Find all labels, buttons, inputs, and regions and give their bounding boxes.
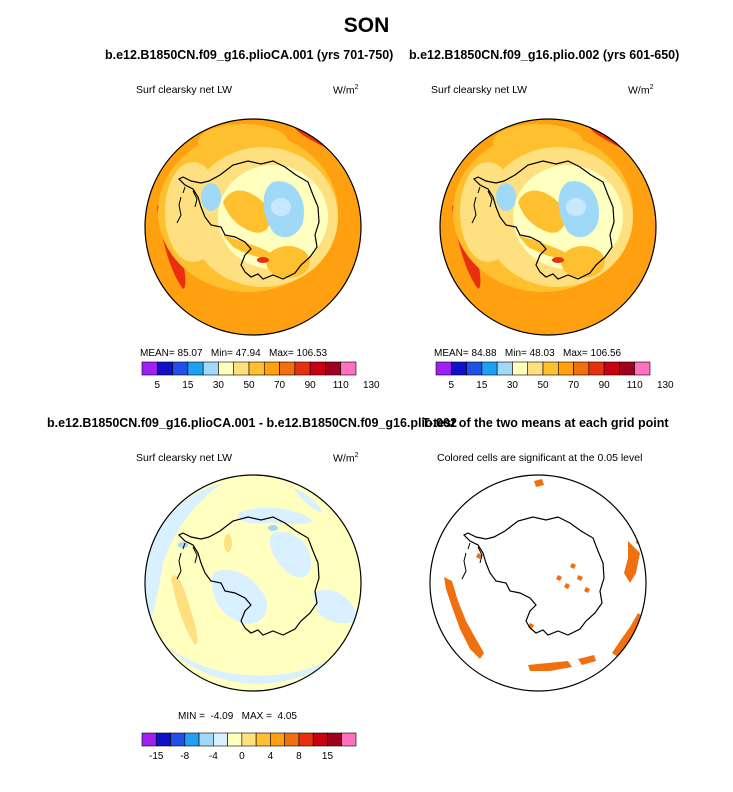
colorbar-3-tick-label: 15	[321, 751, 334, 762]
panel-4-subtitle: Colored cells are significant at the 0.0…	[437, 452, 643, 464]
colorbar-2-box	[435, 361, 452, 376]
colorbar-1-tick-label: 90	[304, 380, 316, 391]
panel-1-stats: MEAN= 85.07 Min= 47.94 Max= 106.53	[140, 348, 328, 359]
colorbar-1-box	[141, 361, 158, 376]
colorbar-3-box	[213, 732, 228, 747]
colorbar-1-tick-label: 30	[212, 380, 224, 391]
colorbar-2-tick-label: 110	[626, 380, 643, 391]
colorbar-3-tick-label: -4	[208, 751, 218, 762]
colorbar-1-tick-label: 5	[154, 380, 161, 391]
colorbar-3-box	[270, 732, 285, 747]
colorbar-2-box	[557, 361, 574, 376]
colorbar-2-box	[588, 361, 605, 376]
colorbar-2-box	[527, 361, 544, 376]
colorbar-2-box	[573, 361, 590, 376]
panel-2-title: b.e12.B1850CN.f09_g16.plio.002 (yrs 601-…	[409, 48, 680, 62]
colorbar-3-tick-label: -15	[149, 751, 164, 762]
colorbar-3-box	[241, 732, 257, 747]
colorbar-1-box	[156, 361, 173, 376]
colorbar-3-tick-label: 4	[267, 751, 274, 762]
colorbar-2-tick-label: 15	[476, 380, 488, 391]
colorbar-3-box	[170, 732, 186, 747]
colorbar-3-box	[141, 732, 157, 747]
panel-3-title: b.e12.B1850CN.f09_g16.plioCA.001 - b.e12…	[47, 416, 457, 430]
colorbar-3-box	[327, 732, 343, 747]
panel-2-stats: MEAN= 84.88 Min= 48.03 Max= 106.56	[434, 348, 622, 359]
colorbar-1-box	[294, 361, 311, 376]
panel-1-map-border	[144, 118, 362, 336]
panel-1-title: b.e12.B1850CN.f09_g16.plioCA.001 (yrs 70…	[105, 48, 394, 62]
colorbar-1-box	[187, 361, 204, 376]
colorbar-2-box	[512, 361, 529, 376]
colorbar-2-box	[634, 361, 651, 376]
panel-3-units: W/m2	[333, 452, 359, 465]
colorbar-1-tick-label: 50	[243, 380, 255, 391]
colorbar-2-box	[496, 361, 513, 376]
colorbar-3-box	[155, 732, 171, 747]
colorbar-3-tick-label: 8	[296, 751, 302, 762]
colorbar-3-box	[227, 732, 243, 747]
colorbar-3-tick-label: -8	[180, 751, 190, 762]
panel-1-map	[144, 118, 362, 336]
panel-3-map-border	[144, 474, 362, 692]
colorbar-2-tick-label: 90	[598, 380, 610, 391]
colorbar-2-box	[481, 361, 498, 376]
panel-4-map	[429, 474, 647, 692]
colorbar-1-tick-label: 15	[182, 380, 194, 391]
panel-1-variable: Surf clearsky net LW	[136, 84, 233, 96]
colorbar-1-box	[172, 361, 189, 376]
colorbar-1-box	[309, 361, 326, 376]
colorbar-2-box	[603, 361, 620, 376]
colorbar-2-box	[450, 361, 467, 376]
colorbar-2-tick-label: 50	[537, 380, 549, 391]
colorbar-2-box	[466, 361, 483, 376]
colorbar-3-box	[312, 732, 328, 747]
panel-2-map	[439, 118, 657, 336]
colorbar-2-tick-label: 5	[448, 380, 455, 391]
panel-2-variable: Surf clearsky net LW	[431, 84, 528, 96]
colorbar-3-tick-label: 0	[239, 751, 245, 762]
panel-4-title: T-test of the two means at each grid poi…	[422, 416, 669, 430]
panel-3-variable: Surf clearsky net LW	[136, 452, 233, 464]
colorbar-3-box	[255, 732, 271, 747]
colorbar-1-box	[279, 361, 296, 376]
panel-3-stats: MIN = -4.09 MAX = 4.05	[178, 711, 297, 722]
colorbar-1-tick-label: 130	[362, 380, 380, 391]
colorbar-1-box	[263, 361, 280, 376]
colorbar-1-box	[233, 361, 250, 376]
panel-3-map	[144, 474, 362, 692]
panel-2-map-border	[439, 118, 657, 336]
colorbar-3-box	[298, 732, 314, 747]
colorbar-2-box	[619, 361, 636, 376]
colorbar-1-box	[325, 361, 342, 376]
colorbar-3-box	[284, 732, 300, 747]
colorbar-1-tick-label: 110	[332, 380, 349, 391]
page-title: SON	[343, 14, 390, 37]
colorbar-1-box	[202, 361, 219, 376]
colorbars	[141, 361, 651, 747]
colorbar-2-tick-label: 70	[568, 380, 580, 391]
colorbar-2-box	[542, 361, 559, 376]
panel-1-units: W/m2	[333, 84, 359, 97]
panel-2-units: W/m2	[628, 84, 654, 97]
colorbar-1-box	[218, 361, 235, 376]
colorbar-1-tick-label: 70	[274, 380, 286, 391]
colorbar-3-box	[341, 732, 357, 747]
colorbar-1-box	[248, 361, 265, 376]
colorbar-2-tick-label: 30	[506, 380, 518, 391]
panel-4-map-border	[429, 474, 647, 692]
colorbar-2-tick-label: 130	[656, 380, 674, 391]
colorbar-3-box	[184, 732, 200, 747]
colorbar-3-box	[198, 732, 214, 747]
colorbar-1-box	[340, 361, 357, 376]
